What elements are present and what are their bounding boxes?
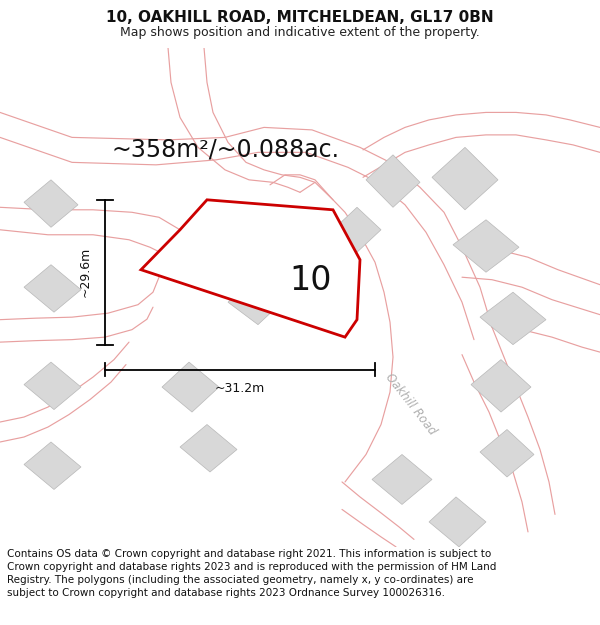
Polygon shape: [249, 225, 303, 270]
Polygon shape: [432, 148, 498, 210]
Polygon shape: [480, 429, 534, 477]
Polygon shape: [141, 200, 360, 337]
Polygon shape: [24, 180, 78, 228]
Text: Contains OS data © Crown copyright and database right 2021. This information is : Contains OS data © Crown copyright and d…: [7, 549, 497, 598]
Polygon shape: [366, 155, 420, 208]
Polygon shape: [24, 362, 81, 409]
Text: 10, OAKHILL ROAD, MITCHELDEAN, GL17 0BN: 10, OAKHILL ROAD, MITCHELDEAN, GL17 0BN: [106, 11, 494, 26]
Text: ~31.2m: ~31.2m: [215, 382, 265, 395]
Text: Map shows position and indicative extent of the property.: Map shows position and indicative extent…: [120, 26, 480, 39]
Text: ~358m²/~0.088ac.: ~358m²/~0.088ac.: [111, 138, 339, 162]
Polygon shape: [228, 280, 282, 324]
Polygon shape: [480, 292, 546, 344]
Polygon shape: [162, 362, 219, 412]
Polygon shape: [24, 442, 81, 489]
Polygon shape: [24, 265, 81, 312]
Polygon shape: [429, 497, 486, 547]
Polygon shape: [180, 424, 237, 472]
Polygon shape: [471, 359, 531, 412]
Text: ~29.6m: ~29.6m: [79, 247, 92, 298]
Text: Oakhill Road: Oakhill Road: [383, 371, 439, 438]
Polygon shape: [333, 208, 381, 252]
Polygon shape: [372, 454, 432, 504]
Polygon shape: [453, 220, 519, 272]
Text: 10: 10: [289, 264, 332, 298]
